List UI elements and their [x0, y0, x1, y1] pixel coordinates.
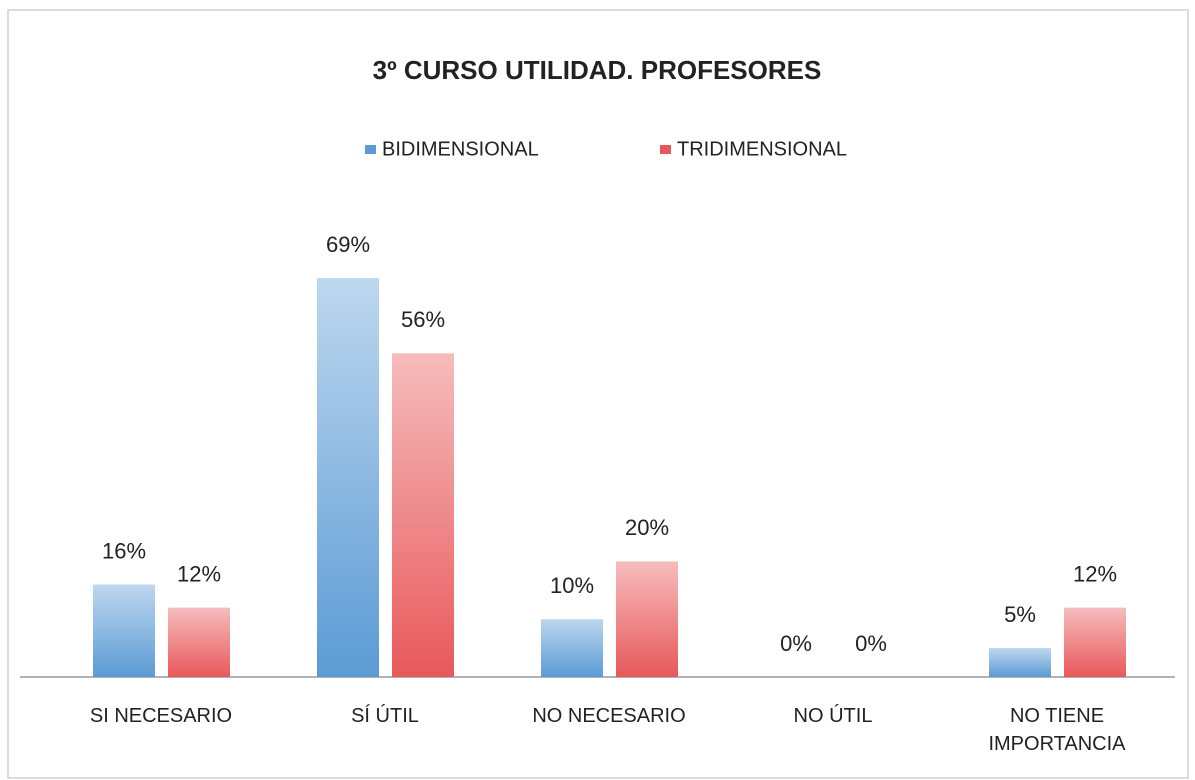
chart-title: 3º CURSO UTILIDAD. PROFESORES — [373, 55, 822, 85]
x-tick-label: NO NECESARIO — [532, 705, 686, 727]
data-label: 0% — [780, 631, 812, 656]
data-label: 5% — [1004, 602, 1036, 627]
x-tick-label: SI NECESARIO — [89, 705, 233, 727]
bar — [616, 561, 678, 677]
data-label: 0% — [855, 631, 887, 656]
data-label: 20% — [625, 515, 669, 540]
bar — [392, 353, 454, 677]
bar — [989, 648, 1051, 677]
x-tick-label: SÍ ÚTIL — [351, 705, 419, 727]
bar — [317, 278, 379, 677]
bar — [541, 619, 603, 677]
x-label-box: NO ÚTIL — [793, 705, 873, 727]
data-label: 12% — [177, 561, 221, 586]
x-tick-label: NO TIENE IMPORTANCIA — [988, 705, 1126, 755]
x-label-box: NO NECESARIO — [532, 705, 686, 727]
data-label: 12% — [1073, 561, 1117, 586]
bar — [1064, 607, 1126, 677]
legend-swatch — [365, 145, 376, 154]
bar — [168, 607, 230, 677]
data-label: 56% — [401, 307, 445, 332]
data-label: 16% — [102, 538, 146, 563]
data-label: 10% — [550, 573, 594, 598]
legend-label: TRIDIMENSIONAL — [677, 138, 847, 160]
x-label-box: SÍ ÚTIL — [351, 705, 419, 727]
x-tick-label: NO ÚTIL — [793, 705, 873, 727]
bar — [93, 584, 155, 677]
legend-swatch — [660, 145, 671, 154]
x-label-box: SI NECESARIO — [89, 705, 233, 727]
data-label: 69% — [326, 232, 370, 257]
x-label-box: NO TIENE IMPORTANCIA — [988, 705, 1126, 755]
legend-label: BIDIMENSIONAL — [382, 138, 539, 160]
